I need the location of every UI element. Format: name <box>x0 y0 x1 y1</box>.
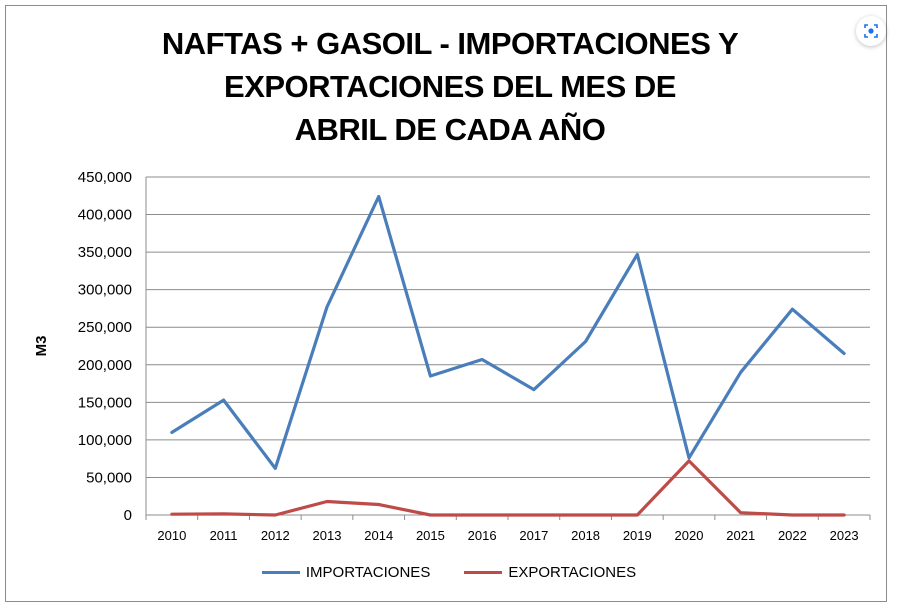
y-tick-label: 450,000 <box>78 169 132 186</box>
chart-frame <box>5 5 887 602</box>
legend-item-exportaciones: EXPORTACIONES <box>464 564 636 581</box>
y-tick-label: 100,000 <box>78 432 132 449</box>
y-tick-label: 300,000 <box>78 282 132 299</box>
x-tick-label: 2018 <box>571 528 600 543</box>
legend-label-importaciones: IMPORTACIONES <box>305 564 431 581</box>
legend-item-importaciones: IMPORTACIONES <box>261 564 431 581</box>
lens-icon <box>864 24 878 38</box>
title-line-3: ABRIL DE CADA AÑO <box>294 112 606 147</box>
x-tick-label: 2023 <box>830 528 859 543</box>
x-tick-label: 2015 <box>416 528 445 543</box>
x-tick-label: 2013 <box>313 528 342 543</box>
title-line-2: EXPORTACIONES DEL MES DE <box>224 69 676 104</box>
y-tick-label: 400,000 <box>78 207 132 224</box>
x-tick-label: 2022 <box>778 528 807 543</box>
x-tick-label: 2010 <box>157 528 186 543</box>
title-line-1: NAFTAS + GASOIL - IMPORTACIONES Y <box>161 26 739 61</box>
x-tick-label: 2017 <box>519 528 548 543</box>
legend-swatch-exportaciones <box>464 571 503 574</box>
y-tick-label: 200,000 <box>78 357 132 374</box>
legend-swatch-importaciones <box>261 571 300 574</box>
y-axis-title: M3 <box>33 336 50 357</box>
y-tick-label: 50,000 <box>86 469 132 486</box>
legend-label-exportaciones: EXPORTACIONES <box>508 564 637 581</box>
y-tick-label: 0 <box>124 507 132 524</box>
legend: IMPORTACIONES EXPORTACIONES <box>0 564 898 581</box>
y-tick-label: 250,000 <box>78 319 132 336</box>
x-tick-label: 2011 <box>210 528 238 543</box>
x-tick-label: 2014 <box>364 528 393 543</box>
y-tick-label: 350,000 <box>78 244 132 261</box>
series-line-exportaciones <box>170 459 846 517</box>
chart-title: NAFTAS + GASOIL - IMPORTACIONES Y EXPORT… <box>60 22 840 151</box>
x-tick-label: 2012 <box>261 528 290 543</box>
x-tick-label: 2020 <box>675 528 704 543</box>
x-tick-label: 2019 <box>623 528 652 543</box>
series-line-importaciones <box>170 194 846 470</box>
y-tick-label: 150,000 <box>78 394 132 411</box>
x-tick-label: 2016 <box>468 528 497 543</box>
x-tick-label: 2021 <box>726 528 755 543</box>
lens-button[interactable] <box>856 16 886 46</box>
